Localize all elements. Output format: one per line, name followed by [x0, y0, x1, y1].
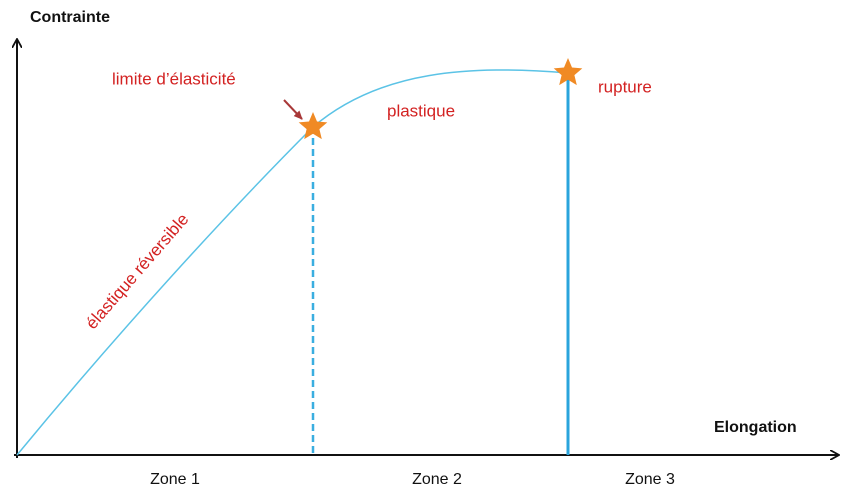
rupture-label: rupture: [598, 77, 652, 96]
rupture-star: [553, 58, 583, 86]
zone-label: Zone 1: [150, 471, 200, 488]
yield-arrow: [283, 99, 303, 120]
yield-star: [298, 112, 328, 140]
zone-label: Zone 2: [412, 471, 462, 488]
zone-label: Zone 3: [625, 471, 675, 488]
stress-strain-curve: [16, 69, 569, 456]
yield-label: limite d’élasticité: [112, 69, 236, 88]
x-axis-label: Elongation: [714, 419, 797, 436]
y-axis-label: Contrainte: [30, 9, 110, 26]
plastic-label: plastique: [387, 101, 455, 120]
